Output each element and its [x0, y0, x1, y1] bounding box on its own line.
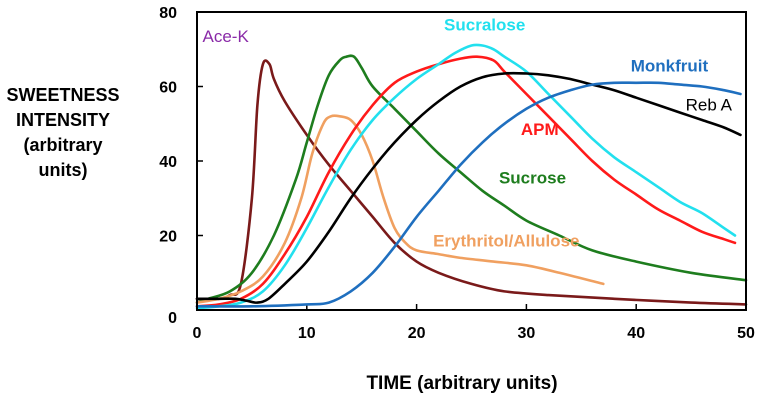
series-label-sucrose: Sucrose: [499, 168, 566, 187]
y-tick-label: 20: [159, 229, 177, 246]
series-labels: Ace-K Sucrose Erythritol/Allulose APM Sucral…: [202, 16, 732, 251]
y-axis-title-line-4: units): [39, 160, 88, 180]
series-line-apm: [195, 55, 737, 308]
y-axis-title-line-3: (arbitrary: [23, 135, 102, 155]
series-label-erythritol-allulose: Erythritol/Allulose: [433, 232, 579, 251]
x-axis-title: TIME (arbitrary units): [366, 373, 557, 394]
y-axis-title-line-1: SWEETNESS: [6, 85, 119, 105]
y-tick-label: 40: [159, 154, 177, 171]
series-label-reb-a: Reb A: [686, 96, 733, 115]
series-label-sucralose: Sucralose: [444, 16, 525, 35]
x-tick-label: 50: [737, 325, 755, 342]
series-line-erythritol-allulose: [195, 114, 605, 304]
axis-ticks: 0 10 20 30 40 50 0 20 40 60 80: [159, 5, 755, 342]
y-tick-label: 0: [168, 310, 177, 327]
series-line-monkfruit: [195, 81, 742, 308]
y-axis-title: SWEETNESS INTENSITY (arbitrary units): [6, 85, 119, 180]
plot-frame: [196, 11, 747, 311]
series-line-ace-k: [195, 59, 748, 306]
series-line-sucralose: [195, 43, 737, 310]
series-lines: [195, 43, 748, 310]
x-tick-label: 0: [193, 325, 202, 342]
series-line-sucrose: [195, 54, 748, 304]
y-axis-title-line-2: INTENSITY: [16, 110, 110, 130]
series-label-apm: APM: [521, 120, 559, 139]
x-tick-label: 30: [518, 325, 536, 342]
series-label-monkfruit: Monkfruit: [631, 57, 709, 76]
y-tick-label: 80: [159, 5, 177, 22]
x-tick-label: 10: [298, 325, 316, 342]
x-tick-label: 20: [408, 325, 426, 342]
series-label-ace-k: Ace-K: [202, 27, 249, 46]
series-line-reb-a: [195, 71, 742, 304]
y-tick-label: 60: [159, 80, 177, 97]
x-tick-label: 40: [627, 325, 645, 342]
